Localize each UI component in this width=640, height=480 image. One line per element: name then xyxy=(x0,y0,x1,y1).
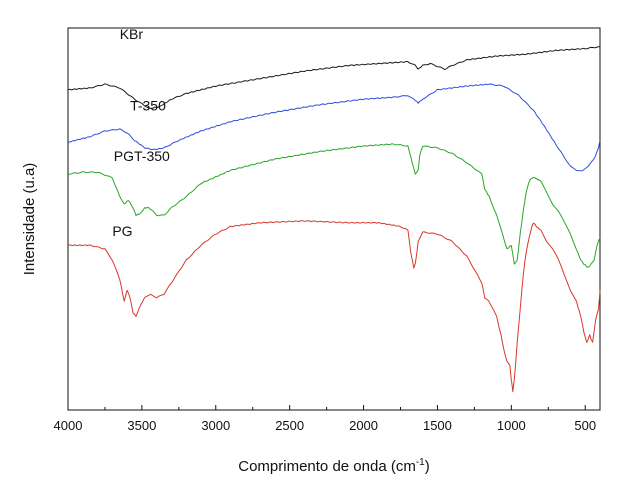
series-labels: KBr T-350 PGT-350 PG xyxy=(112,26,170,239)
series-line-pg xyxy=(67,220,601,393)
series-line-kbr xyxy=(67,46,600,109)
x-axis-ticks: 4000 3500 3000 2500 2000 1500 1000 500 xyxy=(54,405,596,433)
series-line-pgt-350 xyxy=(67,143,601,268)
x-tick-label: 1000 xyxy=(497,418,526,433)
series-label-pgt-350: PGT-350 xyxy=(114,148,170,164)
series-label-kbr: KBr xyxy=(120,26,144,42)
x-tick-label: 3000 xyxy=(201,418,230,433)
series-label-t-350: T-350 xyxy=(130,97,166,113)
series-group xyxy=(67,46,601,393)
x-tick-label: 3500 xyxy=(127,418,156,433)
x-tick-label: 1500 xyxy=(423,418,452,433)
y-axis-title: Intensidade (u.a) xyxy=(21,163,38,276)
plot-frame xyxy=(67,27,601,411)
series-line-t-350 xyxy=(67,83,601,172)
x-tick-label: 2000 xyxy=(349,418,378,433)
x-tick-label: 500 xyxy=(574,418,596,433)
series-label-pg: PG xyxy=(112,223,132,239)
x-axis-title: Comprimento de onda (cm-1) xyxy=(238,457,429,475)
x-tick-label: 2500 xyxy=(275,418,304,433)
x-tick-label: 4000 xyxy=(54,418,83,433)
